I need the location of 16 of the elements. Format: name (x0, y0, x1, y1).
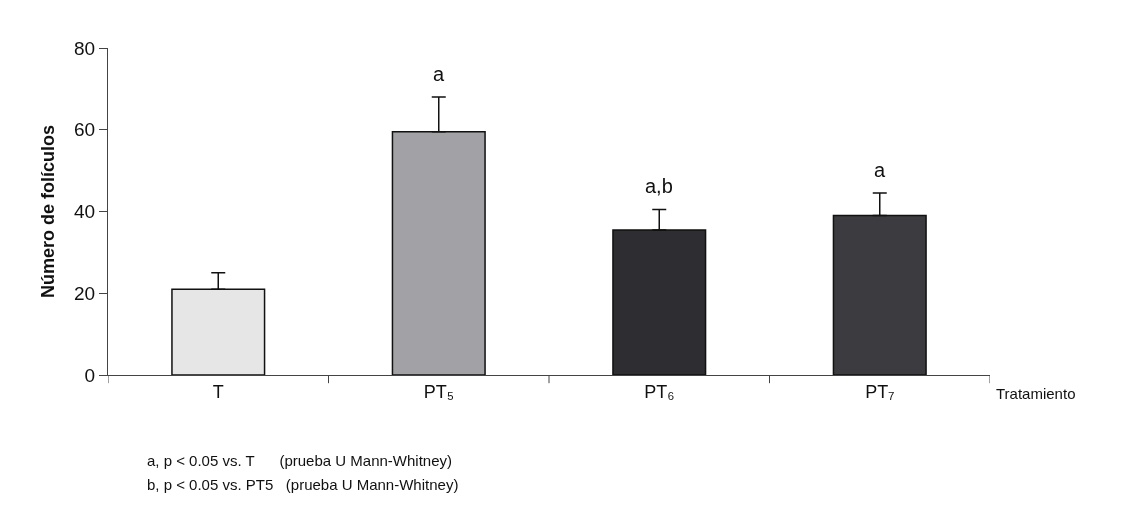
x-tick-label: PT₅ (423, 381, 454, 402)
text: a, p < 0.05 vs. T (prueba U Mann-Whitney) (147, 452, 453, 469)
y-tick-label: 80 (74, 37, 96, 59)
y-tick-label: 60 (74, 119, 96, 141)
x-tick-label: T (212, 381, 224, 402)
x-tick-label: PT₇ (865, 381, 895, 402)
y-tick-label: 40 (74, 201, 96, 223)
y-tick-label: 0 (84, 364, 96, 386)
annotation: a (433, 63, 445, 85)
x-axis-title: Tratamiento (996, 385, 1076, 402)
annotation: a (874, 159, 886, 181)
annotation: a,b (645, 175, 673, 197)
text: b, p < 0.05 vs. PT5 (prueba U Mann-Whitney) (147, 476, 459, 493)
x-tick-label: PT₆ (644, 381, 675, 402)
y-tick-label: 20 (74, 282, 96, 304)
y-axis-title: Número de folículos (38, 124, 59, 299)
